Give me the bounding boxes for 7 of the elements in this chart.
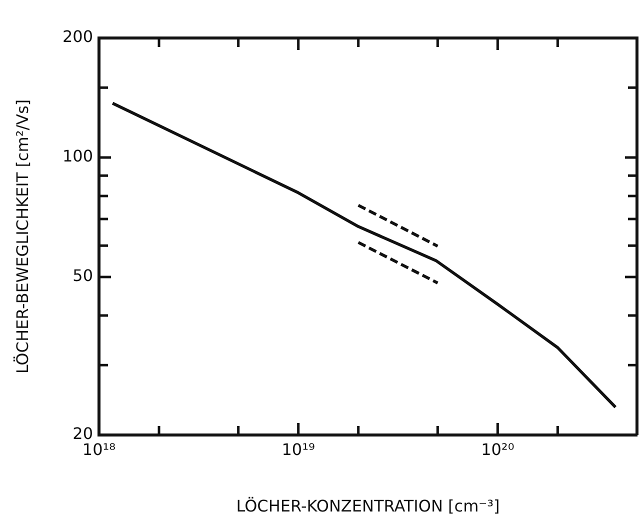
- y-tick-label: 100: [62, 146, 93, 166]
- x-tick-label: 10²⁰: [481, 440, 514, 459]
- y-tick-label: 50: [72, 266, 93, 286]
- x-tick-label: 10¹⁹: [282, 440, 315, 459]
- x-axis-title: LÖCHER-KONZENTRATION [cm⁻³]: [236, 496, 500, 516]
- y-tick-label: 200: [62, 27, 93, 46]
- y-axis-title: LÖCHER-BEWEGLICHKEIT [cm²/Vs]: [12, 99, 32, 374]
